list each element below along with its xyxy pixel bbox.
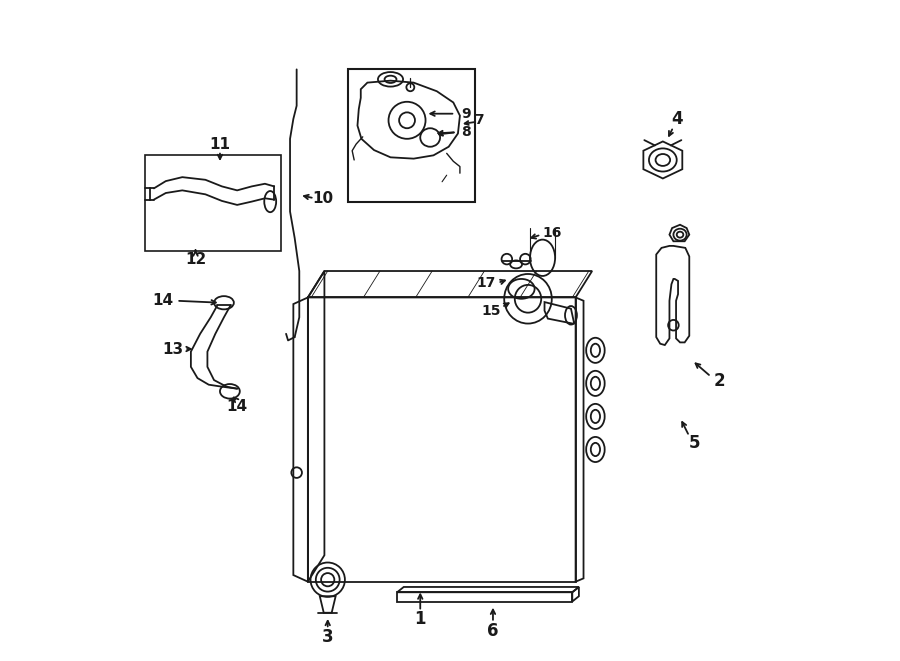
Bar (145, 155, 282, 251)
Text: 6: 6 (487, 621, 499, 640)
Text: 13: 13 (162, 342, 183, 356)
Text: 5: 5 (688, 434, 700, 452)
Text: 1: 1 (415, 610, 426, 629)
Text: 9: 9 (461, 106, 471, 121)
Text: 15: 15 (482, 303, 500, 318)
Text: 3: 3 (322, 628, 334, 646)
Text: 12: 12 (184, 252, 206, 266)
Text: 7: 7 (474, 113, 484, 128)
Text: 16: 16 (543, 225, 562, 240)
Text: 11: 11 (210, 137, 230, 151)
Text: 2: 2 (714, 372, 725, 391)
Bar (347, 69, 475, 202)
Text: 8: 8 (461, 125, 471, 139)
Text: 14: 14 (227, 399, 248, 414)
Text: 10: 10 (312, 191, 334, 206)
Text: 4: 4 (670, 110, 682, 128)
Text: 17: 17 (477, 276, 496, 290)
Text: 14: 14 (152, 293, 173, 308)
